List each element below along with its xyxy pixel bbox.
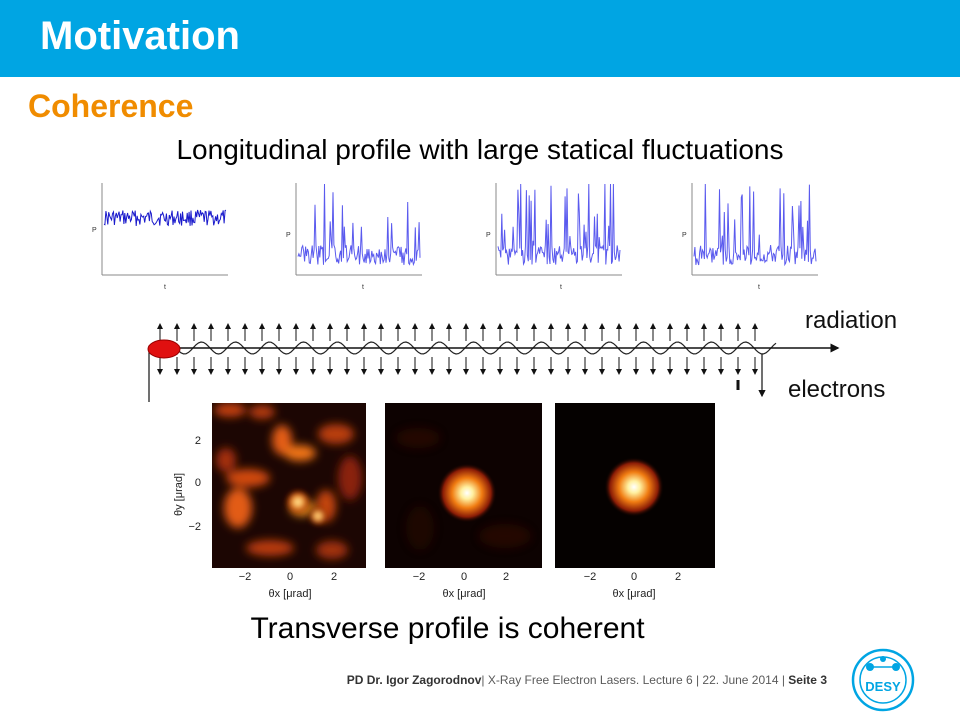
svg-text:2: 2: [331, 571, 337, 583]
footer-course: | X-Ray Free Electron Lasers. Lecture 6: [481, 673, 693, 687]
svg-text:2: 2: [503, 571, 509, 583]
power-trace: [297, 183, 421, 267]
plot-y-label: P: [92, 227, 97, 234]
map-xlabel-3: θx [μrad]: [612, 588, 655, 600]
plot-y-label: P: [486, 232, 491, 239]
map-xticks-2: −2 0 2: [413, 571, 509, 583]
undulator-magnets: [157, 323, 758, 375]
longitudinal-caption: Longitudinal profile with large statical…: [176, 134, 784, 165]
slide-subtitle: Coherence: [28, 88, 194, 124]
footer-date: | 22. June 2014 |: [695, 673, 785, 687]
svg-text:−2: −2: [584, 571, 597, 583]
map-xlabel-2: θx [μrad]: [442, 588, 485, 600]
electron-bunch: [147, 339, 181, 359]
power-trace: [497, 183, 621, 266]
map-xticks-3: −2 0 2: [584, 571, 681, 583]
map-xlabel-1: θx [μrad]: [268, 588, 311, 600]
title-bar: Motivation: [0, 0, 960, 77]
map-xticks-1: −2 0 2: [239, 571, 337, 583]
electron-trajectory: [175, 341, 777, 355]
footer-author: PD Dr. Igor Zagorodnov: [346, 673, 482, 687]
desy-logo: DESY: [851, 648, 915, 712]
svg-text:2: 2: [675, 571, 681, 583]
svg-text:2: 2: [195, 435, 201, 447]
power-plot-4: P t: [682, 183, 818, 291]
radiation-label: radiation: [805, 307, 898, 334]
plot-x-label: t: [164, 284, 166, 291]
plot-y-label: P: [286, 232, 291, 239]
power-plot-3: P t: [486, 183, 622, 291]
map-ylabel: θy [μrad]: [173, 473, 185, 516]
desy-logo-text: DESY: [865, 679, 901, 694]
svg-text:−2: −2: [188, 521, 201, 533]
svg-text:0: 0: [195, 477, 201, 489]
undulator-diagram: [147, 323, 840, 402]
svg-text:−2: −2: [413, 571, 426, 583]
power-plot-1: P t: [92, 183, 228, 291]
electrons-label: electrons: [788, 376, 886, 403]
svg-text:−2: −2: [239, 571, 252, 583]
svg-text:0: 0: [461, 571, 467, 583]
plot-x-label: t: [758, 284, 760, 291]
plot-x-label: t: [560, 284, 562, 291]
map-yticks: 2 0 −2: [188, 435, 201, 533]
svg-text:0: 0: [631, 571, 637, 583]
power-trace: [693, 183, 817, 267]
slide-title: Motivation: [40, 14, 240, 58]
footer: PD Dr. Igor Zagorodnov| X-Ray Free Elect…: [0, 673, 827, 687]
power-plot-2: P t: [286, 183, 422, 291]
transverse-caption: Transverse profile is coherent: [250, 612, 645, 645]
plot-y-label: P: [682, 232, 687, 239]
footer-page: Seite 3: [788, 673, 827, 687]
angular-maps: θy [μrad] 2 0 −2 −2 0 2 −2 0 2 −2 0 2 θx…: [173, 403, 715, 600]
power-trace: [103, 209, 227, 227]
svg-text:0: 0: [287, 571, 293, 583]
plot-x-label: t: [362, 284, 364, 291]
